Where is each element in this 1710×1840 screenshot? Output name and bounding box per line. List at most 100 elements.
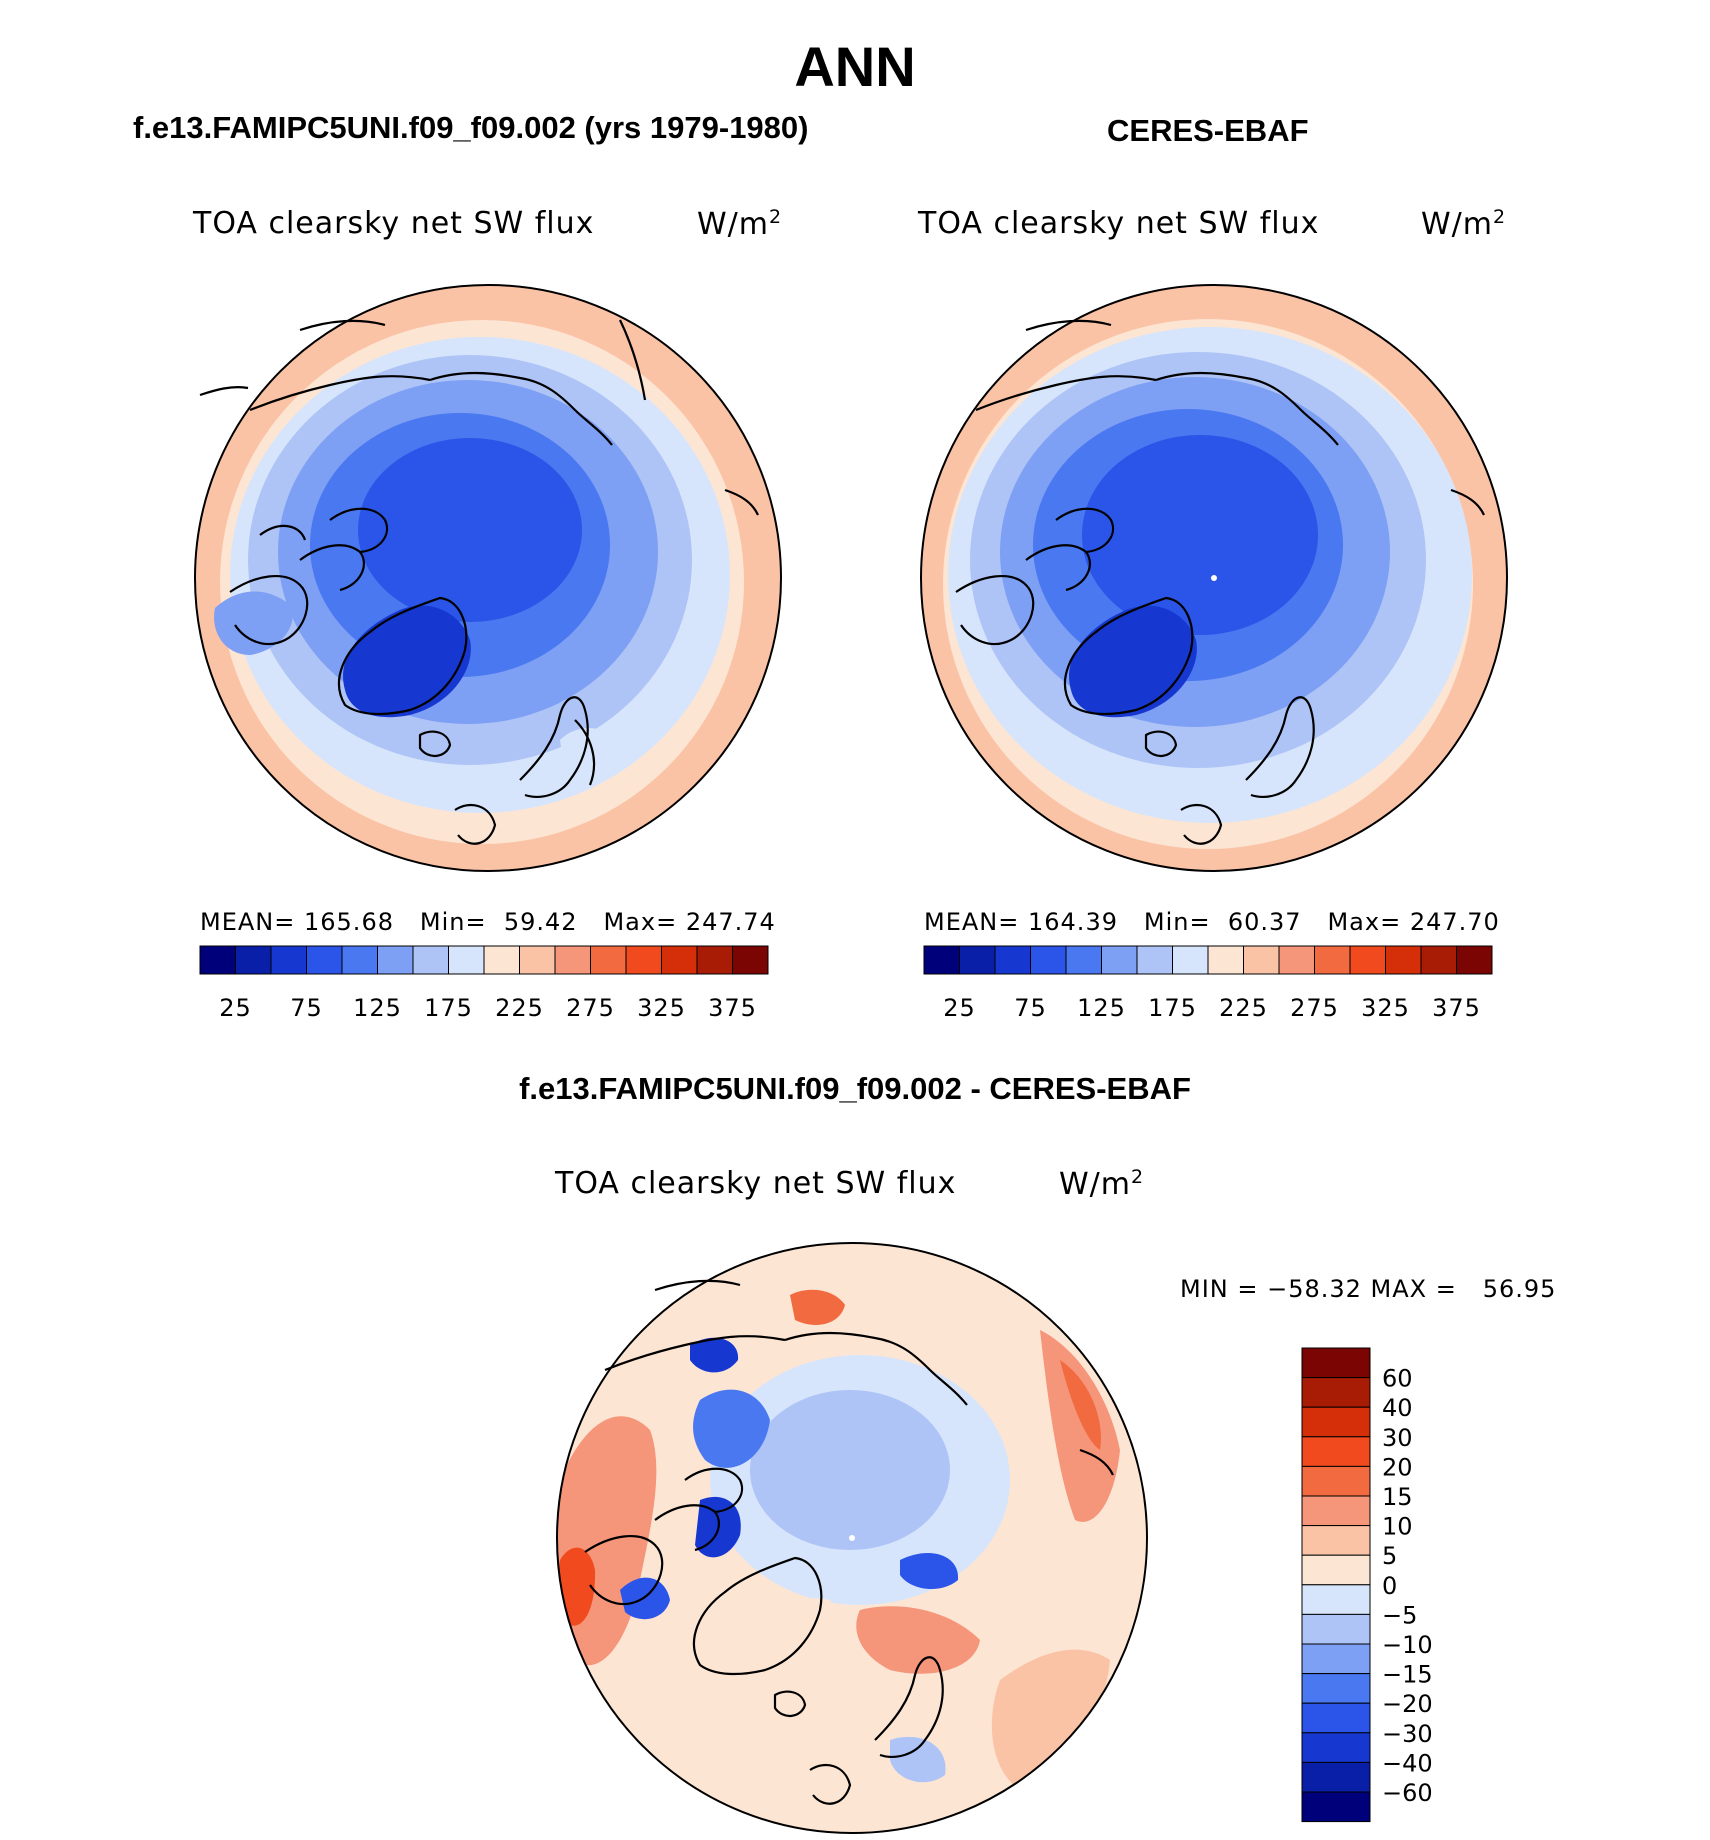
colorbar-tick-label: −30 bbox=[1382, 1720, 1433, 1748]
colorbar-tick-label: −40 bbox=[1382, 1749, 1433, 1777]
colorbar-tick-label: −20 bbox=[1382, 1690, 1433, 1718]
colorbar-tick-label: −60 bbox=[1382, 1779, 1433, 1807]
panel3-map bbox=[556, 1242, 1148, 1834]
colorbar-tick-label: 75 bbox=[1014, 994, 1047, 1022]
panel2-colorbar: 25 75 125 175 225 275 325 375 bbox=[923, 945, 1493, 1022]
figure-title: ANN bbox=[794, 35, 916, 98]
colorbar-box bbox=[1385, 945, 1422, 975]
panel3-variable-label: TOA clearsky net SW flux bbox=[555, 1166, 957, 1201]
panel3-units-label: W/m2 bbox=[1059, 1166, 1145, 1202]
colorbar-box bbox=[1301, 1495, 1371, 1527]
panel3-title: f.e13.FAMIPC5UNI.f09_f09.002 - CERES-EBA… bbox=[519, 1071, 1191, 1106]
colorbar-tick-label: 275 bbox=[566, 994, 615, 1022]
siberia-coast bbox=[249, 371, 613, 446]
min-label: Min= bbox=[1143, 908, 1211, 936]
field-patch bbox=[1060, 1360, 1101, 1450]
min-value: 60.37 bbox=[1227, 908, 1302, 936]
panel2-title: CERES-EBAF bbox=[1107, 113, 1309, 148]
colorbar-box bbox=[1301, 1377, 1371, 1408]
panel1-map-border bbox=[194, 284, 782, 872]
scandinavia-outline bbox=[1245, 696, 1315, 798]
canadian-archipelago bbox=[229, 507, 388, 646]
colorbar-tick-label: 5 bbox=[1382, 1542, 1397, 1570]
colorbar-box bbox=[448, 945, 485, 975]
colorbar-box bbox=[1301, 1702, 1371, 1734]
max-value: 247.70 bbox=[1409, 908, 1500, 936]
colorbar-box bbox=[199, 945, 236, 975]
panel2-variable-label: TOA clearsky net SW flux bbox=[918, 206, 1320, 241]
greenland-field bbox=[343, 605, 471, 718]
britain-outline bbox=[1180, 803, 1223, 845]
greenland-outline bbox=[692, 1556, 823, 1676]
coast-fragment bbox=[619, 319, 647, 401]
field-band bbox=[358, 438, 582, 622]
colorbar-box bbox=[1030, 945, 1067, 975]
colorbar-box bbox=[1301, 1761, 1371, 1793]
greenland-outline bbox=[1063, 596, 1194, 716]
units-superscript: 2 bbox=[1131, 1166, 1145, 1188]
colorbar-tick-label: 15 bbox=[1382, 1483, 1413, 1511]
colorbar-tick-label: −15 bbox=[1382, 1661, 1433, 1689]
colorbar-box bbox=[1065, 945, 1102, 975]
min-label: Min= bbox=[419, 908, 487, 936]
colorbar-box bbox=[270, 945, 307, 975]
colorbar-tick-label: 225 bbox=[495, 994, 544, 1022]
colorbar-tick-label: 375 bbox=[1432, 994, 1481, 1022]
colorbar-box bbox=[590, 945, 627, 975]
colorbar-box bbox=[1101, 945, 1138, 975]
colorbar-tick-label: 375 bbox=[708, 994, 757, 1022]
colorbar-box bbox=[1301, 1465, 1371, 1497]
panel3-map-border bbox=[556, 1242, 1148, 1834]
colorbar-box bbox=[1301, 1584, 1371, 1615]
field-patch bbox=[750, 1390, 950, 1550]
colorbar-box bbox=[923, 945, 960, 975]
colorbar-box bbox=[1301, 1673, 1371, 1704]
colorbar-box bbox=[1314, 945, 1351, 975]
panel1-map bbox=[194, 284, 782, 872]
iceland-outline bbox=[773, 1690, 807, 1717]
colorbar-box bbox=[1301, 1643, 1371, 1675]
field-patch bbox=[900, 1552, 959, 1590]
colorbar-tick-label: 275 bbox=[1290, 994, 1339, 1022]
mean-label: MEAN= bbox=[924, 908, 1020, 936]
colorbar-box bbox=[1301, 1554, 1371, 1586]
field-patch bbox=[693, 1389, 770, 1468]
colorbar-box bbox=[1301, 1525, 1371, 1556]
coast-fragment bbox=[654, 1279, 741, 1292]
colorbar-tick-label: 0 bbox=[1382, 1572, 1397, 1600]
panel2-coastlines bbox=[955, 319, 1485, 845]
panel2-field bbox=[921, 285, 1507, 871]
panel1-variable-label: TOA clearsky net SW flux bbox=[193, 206, 595, 241]
siberia-coast bbox=[975, 371, 1339, 446]
colorbar-box bbox=[1301, 1791, 1371, 1823]
colorbar-tick-label: 30 bbox=[1382, 1424, 1413, 1452]
coast-fragment bbox=[1025, 319, 1112, 332]
panel1-stats: MEAN= 165.68 Min= 59.42 Max= 247.74 bbox=[200, 908, 776, 936]
colorbar-tick-label: 20 bbox=[1382, 1453, 1413, 1481]
panel3-coastlines bbox=[584, 1279, 1114, 1805]
panel1-field bbox=[195, 285, 781, 871]
colorbar-tick-label: −10 bbox=[1382, 1631, 1433, 1659]
colorbar-tick-label: 125 bbox=[353, 994, 402, 1022]
colorbar-box bbox=[661, 945, 698, 975]
field-band bbox=[1082, 435, 1318, 635]
colorbar-box bbox=[554, 945, 591, 975]
field-patch bbox=[700, 1598, 836, 1711]
kamchatka-fragment bbox=[1079, 1448, 1114, 1476]
field-patch bbox=[856, 1606, 980, 1674]
colorbar-box bbox=[1456, 945, 1493, 975]
field-patch bbox=[890, 1736, 946, 1783]
colorbar-box bbox=[1172, 945, 1209, 975]
colorbar-tick-label: 325 bbox=[1361, 994, 1410, 1022]
colorbar-tick-label: 60 bbox=[1382, 1365, 1413, 1393]
siberia-coast bbox=[604, 1331, 968, 1406]
panel3-minmax: MIN = −58.32 MAX = 56.95 bbox=[1180, 1275, 1557, 1303]
field-patch bbox=[1040, 1330, 1120, 1522]
colorbar-tick-label: 225 bbox=[1219, 994, 1268, 1022]
panel2-units-label: W/m2 bbox=[1421, 206, 1507, 242]
field-patch bbox=[620, 1577, 670, 1620]
field-patch bbox=[690, 1337, 739, 1373]
field-patch bbox=[214, 591, 293, 655]
colorbar-box bbox=[377, 945, 414, 975]
britain-outline bbox=[454, 803, 497, 845]
